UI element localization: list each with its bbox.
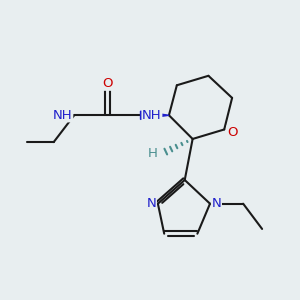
Text: N: N — [147, 197, 156, 210]
Polygon shape — [140, 111, 169, 119]
Text: O: O — [227, 126, 237, 139]
Text: NH: NH — [53, 109, 73, 122]
Text: NH: NH — [142, 109, 162, 122]
Text: H: H — [148, 147, 158, 160]
Text: N: N — [212, 197, 221, 210]
Text: O: O — [102, 77, 112, 90]
